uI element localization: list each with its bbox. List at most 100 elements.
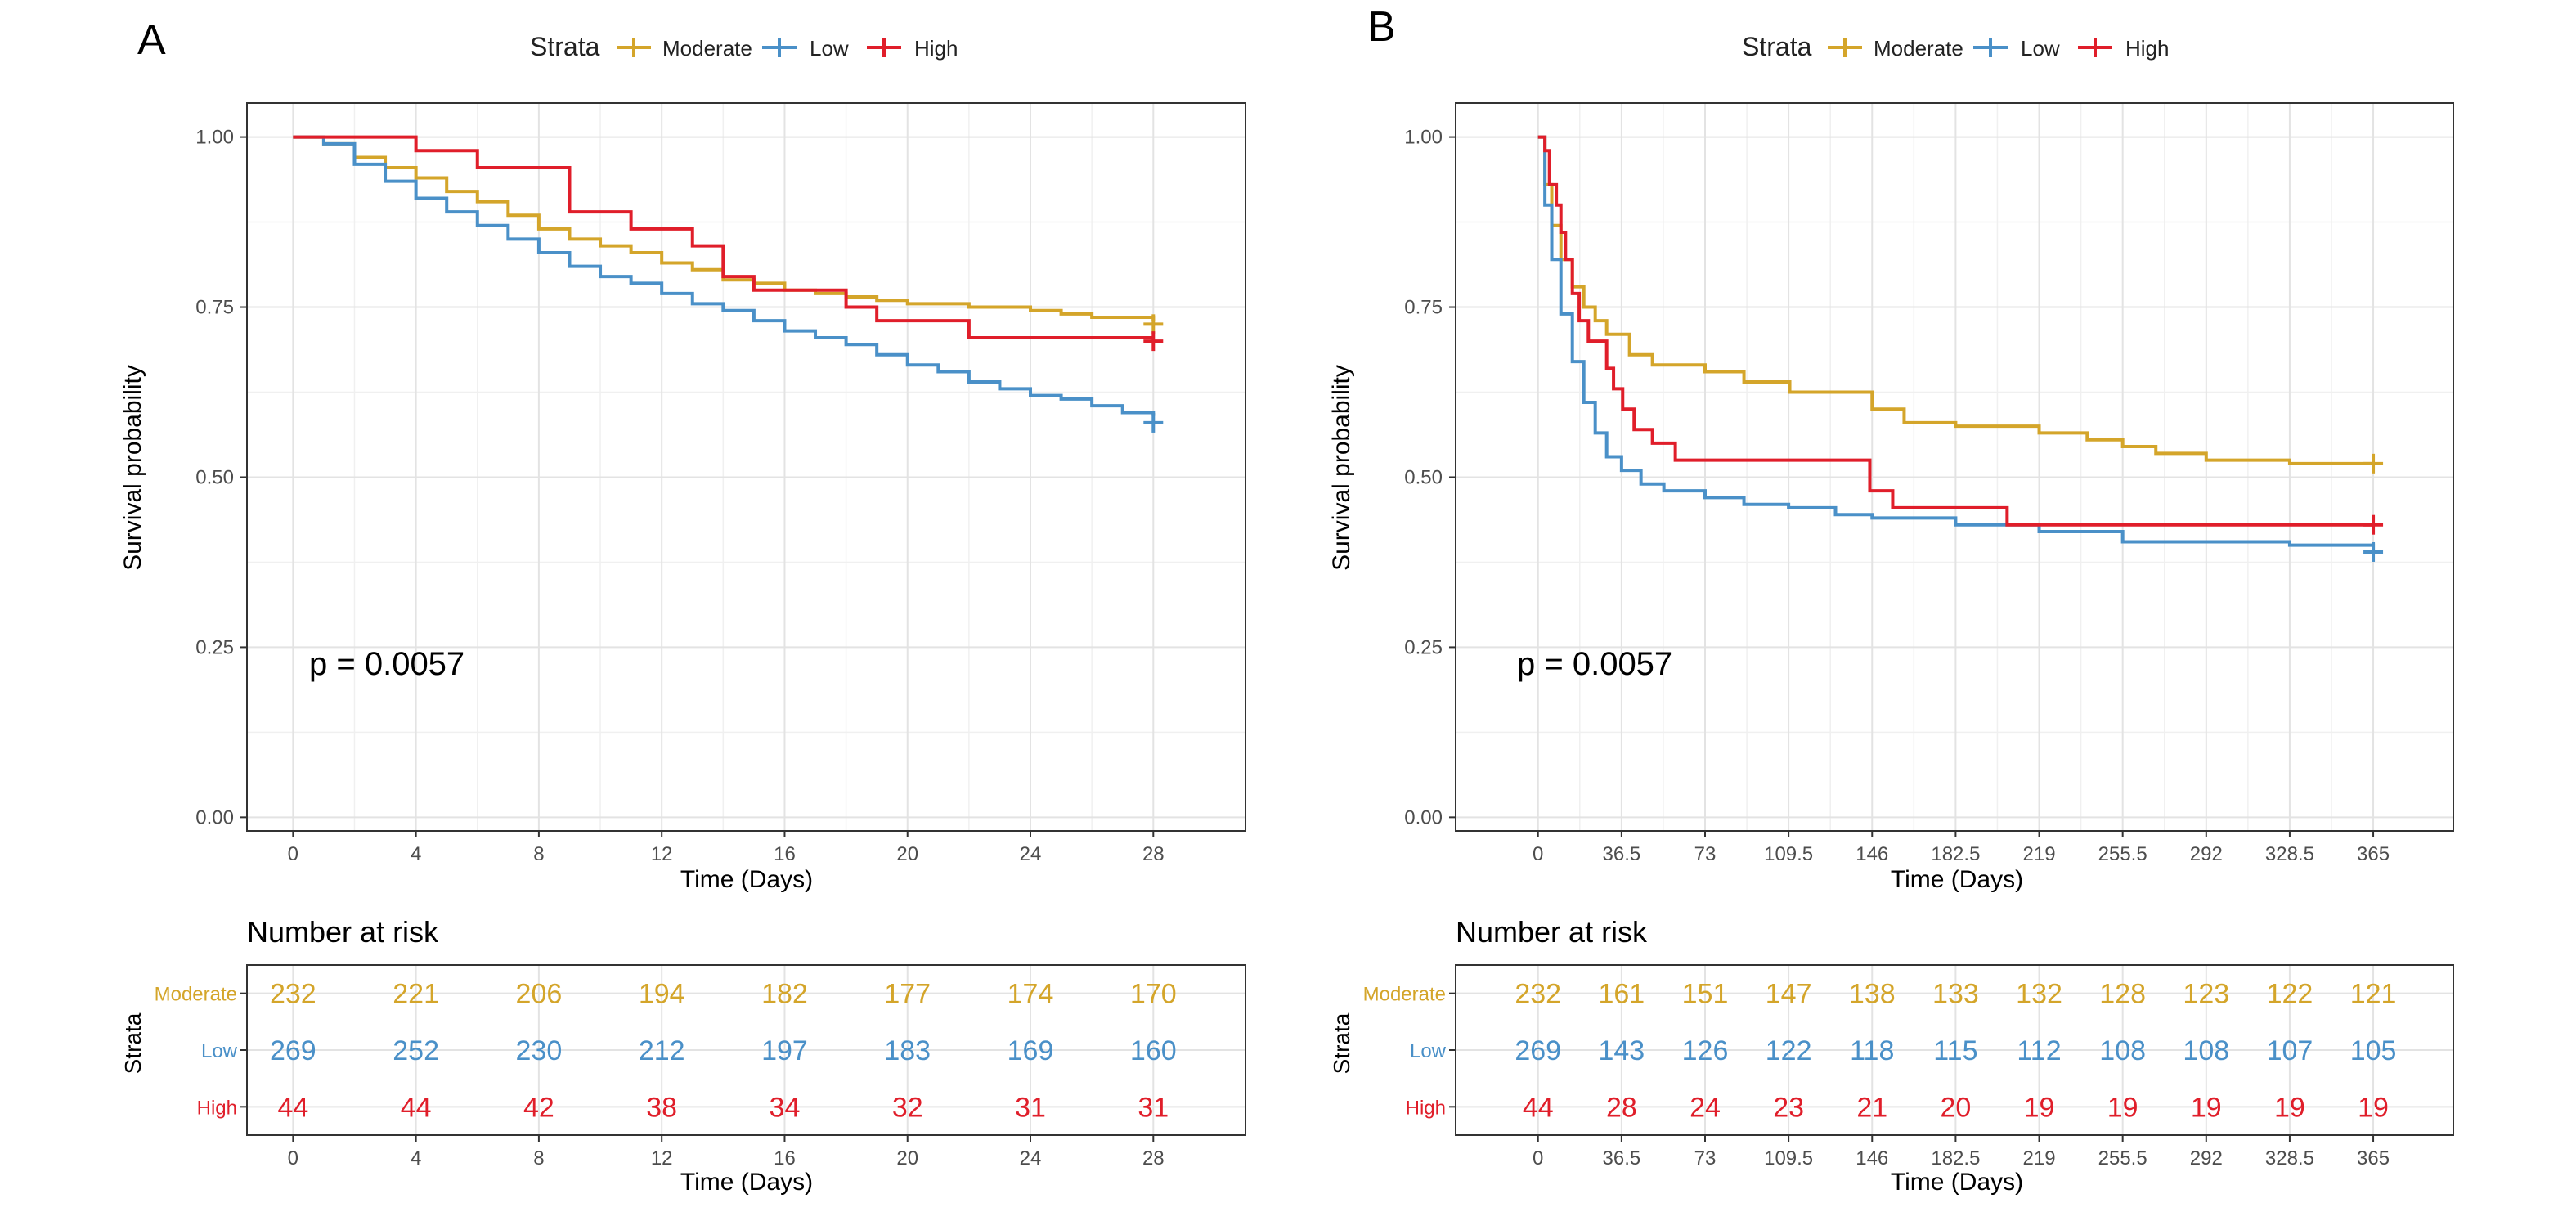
panel-label: B bbox=[1367, 3, 1396, 51]
x-tick-label: 28 bbox=[1142, 1147, 1165, 1169]
y-tick-label: 0.00 bbox=[1404, 806, 1443, 828]
risk-cell: 122 bbox=[2267, 979, 2313, 1010]
panel-b: B Strata Moderate Low High 0 36.5 73 109.5 1… bbox=[1328, 3, 2454, 1196]
risk-cell: 107 bbox=[2267, 1035, 2313, 1066]
risk-table: 0 4 8 12 16 20 24 28 Moderate 232 221 206 194 182 177 1… bbox=[155, 964, 1246, 1169]
risk-cell: 19 bbox=[2107, 1092, 2138, 1123]
risk-row-label: High bbox=[1406, 1097, 1446, 1119]
x-tick-label: 182.5 bbox=[1931, 843, 1980, 865]
legend-key-high bbox=[2078, 38, 2112, 57]
risk-cell: 19 bbox=[2191, 1092, 2222, 1123]
risk-cell: 44 bbox=[401, 1092, 432, 1123]
y-tick-label: 0.25 bbox=[195, 636, 234, 658]
x-tick-label: 255.5 bbox=[2098, 843, 2147, 865]
plot-border bbox=[246, 102, 1246, 832]
risk-cell: 221 bbox=[393, 979, 439, 1010]
risk-cell: 24 bbox=[1690, 1092, 1721, 1123]
legend-key-moderate bbox=[1828, 38, 1862, 57]
x-tick-label: 292 bbox=[2190, 1147, 2223, 1169]
risk-cell: 31 bbox=[1138, 1092, 1169, 1123]
risk-row-label: Moderate bbox=[1363, 984, 1446, 1006]
risk-cell: 161 bbox=[1598, 979, 1645, 1010]
panel-a: A Strata Moderate Low High 0 4 8 12 16 20 24 28… bbox=[119, 16, 1246, 1196]
x-tick-label: 12 bbox=[651, 1147, 673, 1169]
legend: Strata Moderate Low High bbox=[1742, 32, 2169, 61]
legend-key-low bbox=[1973, 38, 2008, 57]
risk-table-title: Number at risk bbox=[247, 915, 439, 949]
risk-cell: 230 bbox=[516, 1035, 563, 1066]
x-tick-label: 219 bbox=[2023, 1147, 2056, 1169]
risk-cell: 38 bbox=[646, 1092, 677, 1123]
y-tick-label: 0.50 bbox=[195, 466, 234, 488]
plot-background bbox=[247, 103, 1245, 831]
x-tick-label: 28 bbox=[1142, 843, 1165, 865]
legend: Strata Moderate Low High bbox=[530, 32, 958, 61]
risk-cell: 160 bbox=[1130, 1035, 1177, 1066]
legend-label-low: Low bbox=[810, 36, 849, 61]
x-tick-label: 16 bbox=[774, 1147, 796, 1169]
survival-curve-moderate bbox=[293, 135, 1156, 321]
risk-cell: 197 bbox=[761, 1035, 808, 1066]
risk-cell: 121 bbox=[2350, 979, 2397, 1010]
risk-cell: 182 bbox=[761, 979, 808, 1010]
risk-cell: 31 bbox=[1015, 1092, 1046, 1123]
survival-curve-high bbox=[1537, 135, 2374, 527]
x-tick-label: 24 bbox=[1020, 843, 1042, 865]
y-tick-label: 0.50 bbox=[1404, 466, 1443, 488]
risk-y-label: Strata bbox=[1329, 1012, 1354, 1074]
risk-cell: 122 bbox=[1766, 1035, 1812, 1066]
x-tick-label: 146 bbox=[1856, 1147, 1888, 1169]
y-tick-label: 0.75 bbox=[195, 297, 234, 319]
y-tick-label: 1.00 bbox=[195, 127, 234, 149]
x-tick-label: 8 bbox=[533, 843, 544, 865]
risk-cell: 232 bbox=[270, 979, 316, 1010]
x-tick-label: 328.5 bbox=[2265, 843, 2314, 865]
p-value: p = 0.0057 bbox=[309, 646, 464, 682]
risk-cell: 112 bbox=[2017, 1035, 2061, 1066]
x-tick-label: 0 bbox=[1533, 843, 1543, 865]
risk-cell: 42 bbox=[523, 1092, 554, 1123]
x-tick-label: 0 bbox=[288, 1147, 298, 1169]
risk-cell: 133 bbox=[1932, 979, 1979, 1010]
x-tick-label: 8 bbox=[533, 1147, 544, 1169]
x-tick-label: 0 bbox=[1533, 1147, 1543, 1169]
risk-row-label: High bbox=[197, 1097, 237, 1119]
risk-cell: 169 bbox=[1008, 1035, 1054, 1066]
x-tick-label: 20 bbox=[896, 843, 918, 865]
risk-cell: 183 bbox=[884, 1035, 931, 1066]
risk-cell: 19 bbox=[2358, 1092, 2389, 1123]
risk-cell: 194 bbox=[639, 979, 685, 1010]
legend-key-high bbox=[867, 38, 901, 57]
risk-cell: 118 bbox=[1850, 1035, 1894, 1066]
legend-label-high: High bbox=[2125, 36, 2169, 61]
risk-cell: 174 bbox=[1008, 979, 1054, 1010]
km-plot: 0 4 8 12 16 20 24 28 0.00 0.25 0.50 0.75 1.00 bbox=[195, 102, 1246, 865]
x-tick-label: 16 bbox=[774, 843, 796, 865]
risk-cell: 147 bbox=[1766, 979, 1812, 1010]
x-tick-label: 12 bbox=[651, 843, 673, 865]
x-tick-label: 73 bbox=[1694, 1147, 1717, 1169]
x-tick-label: 365 bbox=[2357, 843, 2390, 865]
risk-cell: 19 bbox=[2274, 1092, 2305, 1123]
risk-cell: 206 bbox=[516, 979, 563, 1010]
survival-curve-low bbox=[1537, 135, 2376, 552]
risk-cell: 108 bbox=[2183, 1035, 2229, 1066]
y-tick-label: 0.00 bbox=[195, 806, 234, 828]
risk-cell: 126 bbox=[1682, 1035, 1729, 1066]
x-tick-label: 146 bbox=[1856, 843, 1888, 865]
x-axis-label: Time (Days) bbox=[680, 866, 813, 893]
risk-row-label: Low bbox=[1410, 1040, 1447, 1062]
risk-cell: 232 bbox=[1515, 979, 1561, 1010]
y-tick-label: 0.25 bbox=[1404, 636, 1443, 658]
legend-key-moderate bbox=[617, 38, 651, 57]
risk-cell: 269 bbox=[1515, 1035, 1561, 1066]
legend-key-low bbox=[762, 38, 797, 57]
legend-label-moderate: Moderate bbox=[662, 36, 752, 61]
x-tick-label: 328.5 bbox=[2265, 1147, 2314, 1169]
risk-table: 0 36.5 73 109.5 146 182.5 219 255.5 292 328.5 365 M… bbox=[1363, 964, 2454, 1169]
x-tick-label: 20 bbox=[896, 1147, 918, 1169]
risk-cell: 44 bbox=[1523, 1092, 1554, 1123]
legend-title: Strata bbox=[530, 32, 600, 61]
legend-label-moderate: Moderate bbox=[1874, 36, 1963, 61]
